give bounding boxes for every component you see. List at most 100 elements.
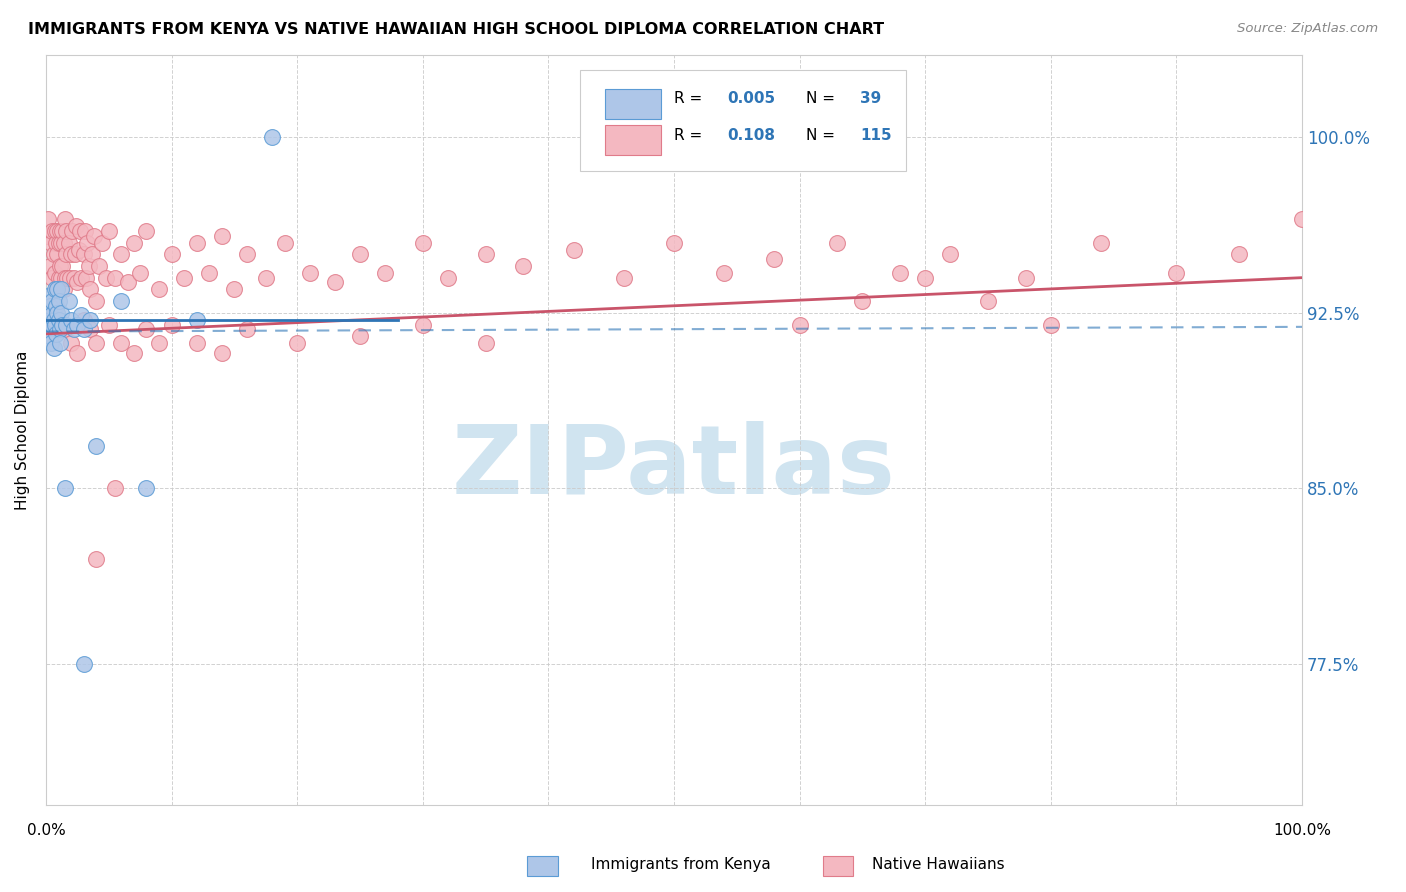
Point [254, 270, 277, 285]
Point [56, 270, 79, 285]
Text: R =: R = [673, 91, 707, 106]
Point [48, 235, 70, 250]
Point [1039, 318, 1062, 332]
Point [67, 243, 90, 257]
Point [977, 294, 1000, 309]
Point [236, 322, 259, 336]
Point [46, 224, 69, 238]
Point [110, 294, 132, 309]
Point [60, 313, 83, 327]
Point [44, 224, 66, 238]
Point [37, 228, 59, 243]
Point [41, 294, 63, 309]
Point [135, 224, 157, 238]
Point [512, 259, 534, 273]
Point [38, 299, 60, 313]
Point [42, 313, 65, 327]
Point [62, 322, 84, 336]
Point [55, 224, 77, 238]
Point [474, 247, 496, 261]
Point [66, 345, 89, 359]
Point [73, 224, 96, 238]
Point [49, 270, 72, 285]
Point [84, 439, 107, 453]
Point [763, 252, 786, 266]
Point [173, 270, 195, 285]
Point [75, 270, 97, 285]
Text: Immigrants from Kenya: Immigrants from Kenya [591, 857, 770, 872]
Point [46, 282, 69, 296]
Point [96, 270, 118, 285]
Point [474, 336, 496, 351]
Y-axis label: High School Diploma: High School Diploma [15, 351, 30, 509]
Point [52, 235, 75, 250]
Point [38, 259, 60, 273]
Point [55, 247, 77, 261]
Point [262, 130, 284, 145]
Point [45, 299, 67, 313]
Point [41, 224, 63, 238]
Point [82, 247, 104, 261]
Point [104, 270, 127, 285]
Point [44, 266, 66, 280]
Point [1015, 270, 1038, 285]
Point [49, 235, 72, 250]
Text: 115: 115 [860, 128, 891, 143]
Point [437, 270, 460, 285]
Point [60, 224, 83, 238]
Point [60, 247, 83, 261]
Point [44, 282, 66, 296]
Point [110, 247, 132, 261]
Point [62, 270, 84, 285]
Point [48, 270, 70, 285]
Point [1227, 247, 1250, 261]
Point [69, 224, 91, 238]
Point [789, 318, 811, 332]
Point [87, 259, 110, 273]
Point [45, 326, 67, 341]
Point [77, 259, 100, 273]
Point [65, 219, 87, 234]
Point [46, 306, 69, 320]
Point [135, 482, 157, 496]
Point [79, 322, 101, 336]
Point [39, 308, 62, 322]
Point [49, 259, 72, 273]
Text: 0.108: 0.108 [727, 128, 775, 143]
Point [129, 266, 152, 280]
Point [79, 282, 101, 296]
Text: Source: ZipAtlas.com: Source: ZipAtlas.com [1237, 22, 1378, 36]
Point [63, 247, 86, 261]
Point [148, 282, 170, 296]
Point [59, 270, 82, 285]
Point [186, 336, 208, 351]
Point [66, 318, 89, 332]
Point [49, 282, 72, 296]
Point [49, 322, 72, 336]
Text: 0.0%: 0.0% [27, 823, 65, 838]
Point [117, 276, 139, 290]
Point [1166, 266, 1188, 280]
Point [412, 235, 434, 250]
Point [273, 235, 295, 250]
Point [48, 313, 70, 327]
Point [412, 318, 434, 332]
Point [84, 551, 107, 566]
FancyBboxPatch shape [605, 89, 661, 119]
Point [37, 322, 59, 336]
Point [49, 336, 72, 351]
Point [1090, 235, 1112, 250]
Point [46, 247, 69, 261]
Point [41, 270, 63, 285]
Point [72, 247, 94, 261]
Point [53, 482, 76, 496]
FancyBboxPatch shape [579, 70, 907, 171]
Text: R =: R = [673, 128, 707, 143]
Point [52, 282, 75, 296]
Point [53, 322, 76, 336]
Text: ZIPatlas: ZIPatlas [453, 421, 896, 514]
Point [186, 313, 208, 327]
Point [37, 212, 59, 227]
Point [84, 336, 107, 351]
Point [198, 266, 221, 280]
